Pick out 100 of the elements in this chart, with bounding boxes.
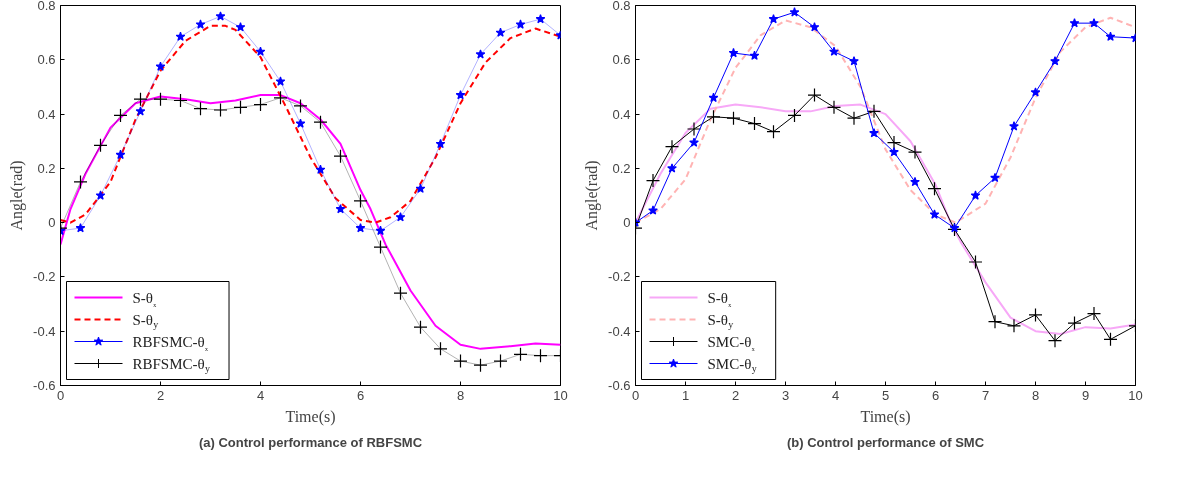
point [1047,333,1063,348]
point [1069,18,1080,28]
y-tick-label: 0.2 [37,160,56,176]
point [73,174,88,190]
y-tick-label: 0 [623,215,631,231]
point [115,149,126,160]
point [435,138,446,149]
point [393,286,408,301]
x-tick-label: 10 [553,387,568,403]
point [708,92,719,103]
point [215,11,226,21]
point [155,61,166,71]
point [768,13,779,24]
point [1089,18,1099,28]
y-tick-label: -0.4 [33,323,56,339]
point [235,22,246,32]
point [255,46,266,56]
point [1067,315,1082,331]
text: (b) Control performance of SMC [786,434,985,450]
point [789,7,800,17]
point [910,176,920,187]
point [295,118,306,128]
x-tick-label: 10 [1128,387,1143,403]
y-tick-label: 0.6 [37,52,56,68]
point [686,121,702,137]
point [807,87,822,103]
point [333,149,348,164]
point [455,89,466,100]
point [93,138,108,153]
point [495,27,506,37]
point [846,111,862,126]
point [1050,56,1060,66]
x-tick-label: 2 [156,387,165,403]
x-tick-label: 8 [1031,387,1040,403]
point [353,193,368,209]
point [907,144,923,160]
x-tick-label: 6 [931,387,940,403]
y-tick-label: -0.2 [608,269,631,285]
point [664,139,680,154]
point [829,46,839,56]
y-tick-label: -0.6 [33,378,56,393]
point [315,164,326,174]
point [849,56,859,66]
point [949,222,960,233]
y-tick-label: -0.6 [608,378,631,393]
y-tick-label: 0.8 [612,0,631,13]
point [726,111,741,126]
point [645,173,661,188]
point [1105,31,1116,41]
point [689,137,699,147]
y-tick-label: -0.2 [33,269,56,285]
point [987,314,1003,329]
point [253,97,268,112]
point [175,31,186,41]
y-tick-label: -0.4 [608,323,631,339]
text: (a) Control performance of RBFSMC [198,434,423,450]
point [75,222,86,233]
point [415,183,426,193]
y-axis-title: Angle(rad) [8,160,27,231]
x-tick-label: 4 [256,387,265,403]
point [787,108,802,123]
x-tick-label: 4 [831,387,840,403]
point [273,90,288,105]
point [706,109,721,124]
point [195,19,206,29]
x-tick-label: 5 [881,387,890,403]
point [1103,332,1118,347]
point [889,146,899,157]
point [113,108,128,123]
x-tick-label: 8 [456,387,465,403]
point [515,19,526,29]
point [970,190,981,200]
x-axis-title: Time(s) [285,407,336,426]
point [809,22,820,32]
point [213,102,228,118]
point [927,181,942,196]
point [395,212,406,222]
point [990,172,1000,183]
point [747,116,762,131]
point [293,98,308,114]
point [233,100,248,115]
point [1086,306,1102,321]
point [313,115,328,130]
point [153,92,168,107]
point [475,49,486,59]
point [413,320,428,335]
point [133,92,148,107]
x-axis-title: Time(s) [860,407,911,426]
x-tick-label: 7 [981,387,990,403]
y-tick-label: 0.4 [612,106,631,122]
point [173,93,188,108]
point [1009,121,1019,131]
x-tick-label: 1 [681,387,690,403]
point [335,203,346,214]
point [929,209,940,219]
point [533,348,548,363]
point [275,76,286,86]
x-tick-label: 3 [781,387,790,403]
point [1006,318,1022,333]
point [648,205,658,215]
